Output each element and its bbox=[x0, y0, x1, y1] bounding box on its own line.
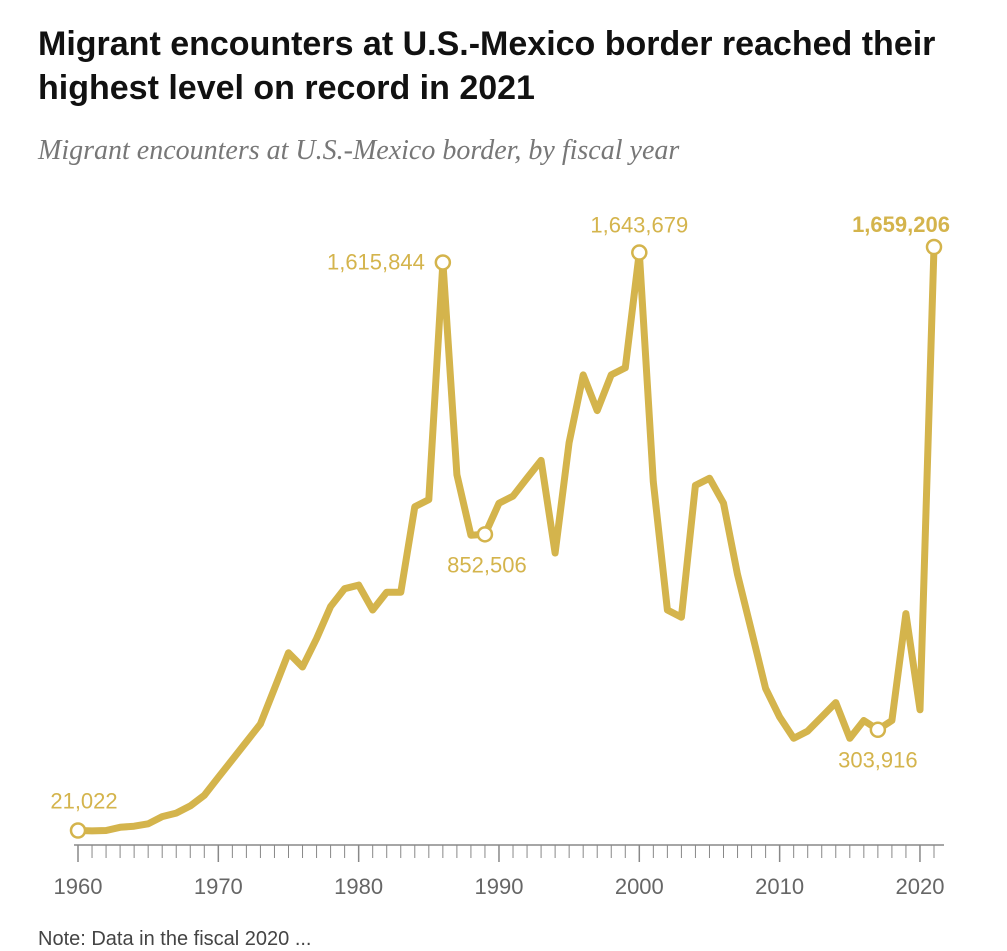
x-axis: 1960 1970 1980 1990 2000 2010 2020 bbox=[54, 844, 944, 899]
annotation-label: 852,506 bbox=[447, 552, 527, 577]
annotation-marker bbox=[869, 721, 887, 738]
x-tick-label: 1980 bbox=[334, 874, 383, 899]
annotation-marker bbox=[631, 244, 648, 261]
chart-note: Note: Data in the fiscal 2020 ... bbox=[38, 928, 312, 950]
annotation-label: 1,659,206 bbox=[852, 212, 950, 237]
x-tick-label: 2000 bbox=[615, 874, 664, 899]
series-line bbox=[74, 243, 938, 835]
annotation-label: 1,615,844 bbox=[327, 249, 425, 274]
annotation-label: 303,916 bbox=[838, 748, 918, 773]
annotation-marker bbox=[925, 238, 943, 256]
x-tick-label: 2020 bbox=[895, 874, 944, 899]
x-tick-label: 2010 bbox=[755, 874, 804, 899]
x-tick-label: 1990 bbox=[475, 874, 524, 899]
annotation-marker bbox=[434, 254, 452, 271]
annotation-layer: 21,022 1,615,844 852,506 1,643,679 303,916 1,… bbox=[50, 212, 950, 839]
x-tick-label: 1960 bbox=[54, 874, 103, 899]
annotation-marker bbox=[476, 526, 494, 543]
series-layer bbox=[74, 243, 938, 835]
annotation-label: 21,022 bbox=[50, 789, 117, 814]
annotation-marker bbox=[69, 822, 87, 839]
x-tick-label: 1970 bbox=[194, 874, 243, 899]
chart-subtitle: Migrant encounters at U.S.-Mexico border… bbox=[38, 135, 680, 166]
annotation-label: 1,643,679 bbox=[590, 213, 688, 238]
chart-title: Migrant encounters at U.S.-Mexico border… bbox=[38, 25, 936, 107]
